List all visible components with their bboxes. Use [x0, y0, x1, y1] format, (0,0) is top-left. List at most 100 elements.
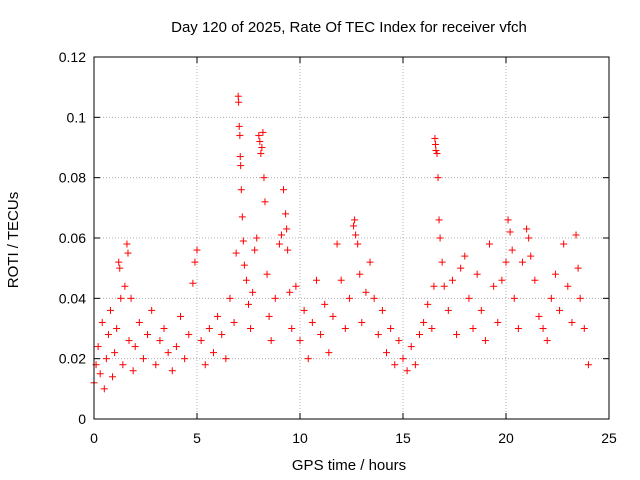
data-point: [119, 361, 127, 369]
data-point: [116, 264, 124, 272]
y-axis-title: ROTI / TECUs: [5, 192, 22, 288]
x-tick-label: 10: [292, 430, 308, 446]
data-point: [104, 331, 112, 339]
data-point: [275, 240, 283, 248]
data-point: [317, 331, 325, 339]
data-point: [556, 306, 564, 314]
data-point: [139, 355, 147, 363]
data-point: [102, 355, 110, 363]
data-point: [551, 270, 559, 278]
data-point: [117, 294, 125, 302]
data-point: [253, 234, 261, 242]
data-point: [236, 131, 244, 139]
data-point: [185, 331, 193, 339]
x-tick-label: 0: [90, 430, 98, 446]
data-point: [352, 231, 360, 239]
data-point: [94, 343, 102, 351]
data-point: [127, 294, 135, 302]
data-point: [374, 331, 382, 339]
data-point: [366, 258, 374, 266]
data-point: [350, 222, 358, 230]
data-point: [508, 246, 516, 254]
data-point: [337, 276, 345, 284]
data-point: [428, 325, 436, 332]
data-point: [433, 150, 441, 158]
data-point: [168, 367, 176, 375]
data-point: [249, 288, 257, 296]
data-point: [125, 337, 133, 345]
y-tick-label: 0.06: [59, 230, 86, 246]
data-point: [395, 337, 403, 345]
data-point: [280, 186, 288, 194]
data-point: [465, 294, 473, 302]
data-point: [518, 258, 526, 266]
data-point: [237, 186, 245, 194]
data-point: [292, 282, 300, 290]
data-point: [432, 147, 440, 155]
data-point: [222, 355, 230, 363]
data-point: [420, 318, 428, 326]
data-point: [362, 288, 370, 296]
data-point: [481, 337, 489, 345]
data-point: [144, 331, 152, 339]
data-point: [240, 261, 248, 269]
data-point: [238, 213, 246, 221]
data-point: [415, 331, 423, 339]
data-point: [531, 276, 539, 284]
data-point: [584, 361, 592, 369]
data-point: [263, 270, 271, 278]
data-point: [564, 282, 572, 290]
data-point: [539, 325, 547, 332]
x-axis-ticks: 0 5 10 15 20 25: [90, 57, 617, 446]
data-point: [403, 367, 411, 375]
data-point: [191, 258, 199, 266]
data-point: [160, 325, 168, 332]
data-point: [282, 210, 290, 218]
data-point: [109, 373, 117, 381]
data-point: [547, 294, 555, 302]
data-point: [258, 144, 266, 151]
data-point: [430, 282, 438, 290]
data-point: [525, 234, 533, 242]
x-tick-label: 25: [601, 430, 617, 446]
data-point: [256, 137, 264, 145]
data-point: [115, 258, 123, 266]
data-point: [399, 355, 407, 363]
data-point: [205, 325, 213, 332]
data-point: [230, 318, 238, 326]
data-point: [572, 231, 580, 239]
data-point: [435, 216, 443, 224]
data-point: [461, 252, 469, 260]
data-point: [247, 325, 255, 332]
data-point: [260, 174, 268, 182]
chart-title: Day 120 of 2025, Rate Of TEC Index for r…: [171, 19, 527, 36]
data-point: [259, 128, 267, 136]
data-point: [576, 294, 584, 302]
data-point: [304, 355, 312, 363]
data-point: [510, 294, 518, 302]
x-tick-label: 15: [395, 430, 411, 446]
y-tick-label: 0.12: [59, 49, 86, 65]
data-point: [358, 318, 366, 326]
data-point: [201, 361, 209, 369]
data-point: [296, 337, 304, 345]
data-point: [239, 237, 247, 245]
y-tick-label: 0.02: [59, 351, 86, 367]
data-point: [432, 140, 440, 148]
data-point: [164, 349, 172, 357]
data-point: [424, 300, 432, 308]
data-point: [236, 153, 244, 161]
data-point: [354, 240, 362, 248]
data-point: [251, 246, 259, 254]
data-point: [271, 294, 279, 302]
data-point: [197, 337, 205, 345]
data-point: [257, 150, 265, 158]
data-point: [434, 174, 442, 182]
data-point: [209, 349, 217, 357]
data-point: [329, 312, 337, 320]
data-point: [391, 361, 399, 369]
data-point: [121, 282, 129, 290]
data-point: [283, 225, 291, 233]
data-point: [300, 306, 308, 314]
data-point: [234, 92, 242, 100]
